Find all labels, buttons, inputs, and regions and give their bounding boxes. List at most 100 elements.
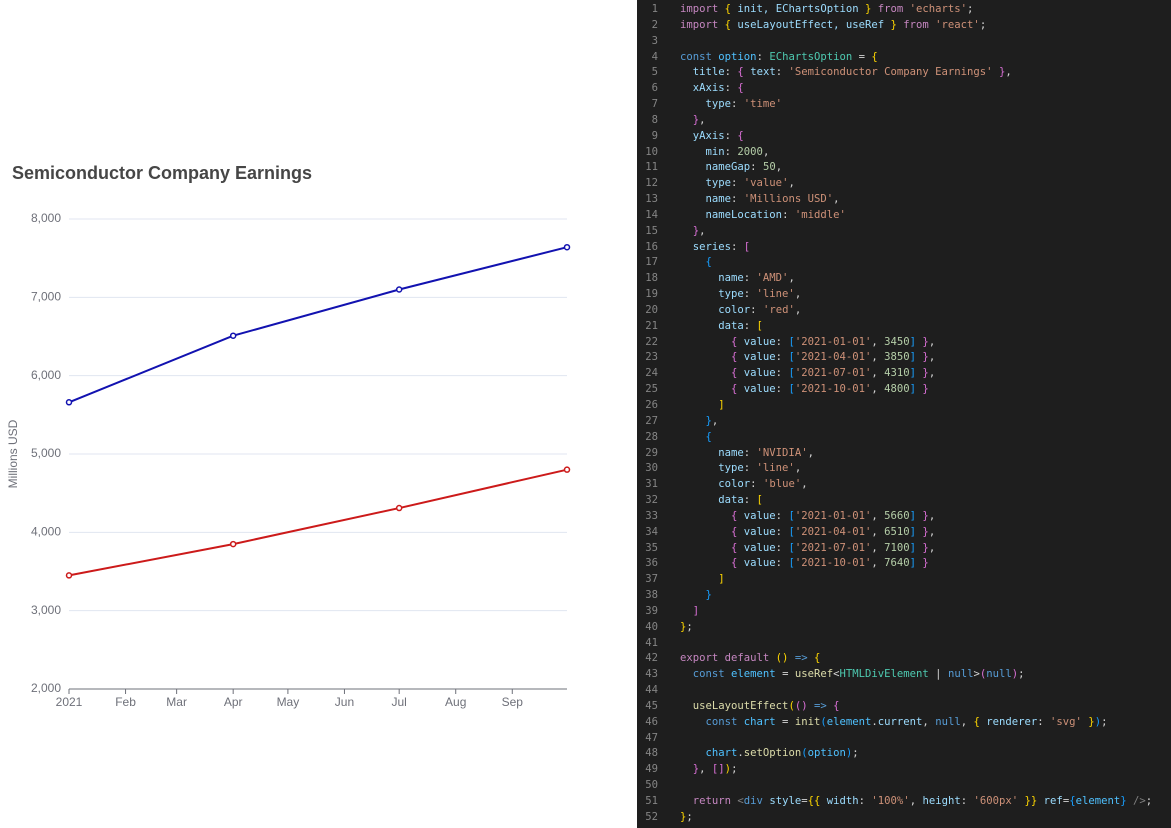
code-token: : xyxy=(724,82,738,95)
code-token: data xyxy=(680,494,744,507)
code-text: const element = useRef<HTMLDivElement | … xyxy=(680,667,1025,683)
code-token: { xyxy=(737,66,744,79)
code-token: } xyxy=(916,541,929,554)
code-text: color: 'blue', xyxy=(680,477,808,493)
code-token: : xyxy=(775,66,789,79)
code-text: { value: ['2021-07-01', 4310] }, xyxy=(680,366,935,382)
line-number: 7 xyxy=(651,98,658,111)
code-line: 10 min: 2000, xyxy=(637,145,1171,161)
code-text: type: 'time' xyxy=(680,97,783,113)
code-line: 49 }, []); xyxy=(637,762,1171,778)
code-token: ] xyxy=(680,399,725,411)
code-token: name xyxy=(680,446,744,459)
code-token: ] xyxy=(909,335,917,348)
y-tick-label: 3,000 xyxy=(31,603,61,617)
code-token: 'Semiconductor Company Earnings' xyxy=(788,66,993,79)
line-number: 52 xyxy=(645,810,658,823)
line-number: 22 xyxy=(645,335,658,348)
code-token: { xyxy=(680,525,744,538)
code-token: } xyxy=(916,525,929,538)
code-token: 3850 xyxy=(884,351,910,364)
line-number: 9 xyxy=(651,129,658,142)
code-token: 'react' xyxy=(935,18,980,31)
code-line: 38 } xyxy=(637,588,1171,604)
code-token: 'line' xyxy=(756,288,795,301)
code-token: : xyxy=(743,288,757,301)
code-text: name: 'AMD', xyxy=(680,271,795,287)
code-token: , xyxy=(871,557,885,570)
code-text: data: [ xyxy=(680,493,763,509)
code-token: '2021-04-01' xyxy=(794,351,872,364)
code-line: 32 data: [ xyxy=(637,493,1171,509)
line-number: 43 xyxy=(645,668,658,681)
data-point xyxy=(65,399,73,406)
code-token: const xyxy=(680,50,719,63)
code-line: 23 { value: ['2021-04-01', 3850] }, xyxy=(637,350,1171,366)
code-token: [ xyxy=(788,383,795,396)
code-text: yAxis: { xyxy=(680,129,744,145)
code-token: : xyxy=(731,240,744,253)
code-text: { value: ['2021-10-01', 4800] } xyxy=(680,382,929,398)
code-token: } xyxy=(680,113,700,126)
code-token: => xyxy=(807,699,834,712)
line-number: 20 xyxy=(645,303,658,316)
chart-title: Semiconductor Company Earnings xyxy=(12,163,312,183)
code-line: 25 { value: ['2021-10-01', 4800] } xyxy=(637,382,1171,398)
line-number: 4 xyxy=(651,50,658,63)
code-token: value xyxy=(743,557,776,570)
code-token: ] xyxy=(680,573,725,586)
y-tick-label: 8,000 xyxy=(31,211,61,225)
code-token: , xyxy=(801,478,808,491)
code-token: 'Millions USD' xyxy=(743,193,834,206)
code-text: nameLocation: 'middle' xyxy=(680,208,846,224)
code-line: 48 chart.setOption(option); xyxy=(637,746,1171,762)
code-token: { xyxy=(724,18,732,31)
code-text: { value: ['2021-07-01', 7100] }, xyxy=(680,541,935,557)
code-token: } xyxy=(916,557,929,570)
code-token: , xyxy=(928,335,936,348)
code-text: { value: ['2021-10-01', 7640] } xyxy=(680,556,929,572)
code-token: [ xyxy=(788,541,795,554)
code-token: { xyxy=(973,715,980,728)
line-number: 5 xyxy=(651,66,658,79)
code-token: = xyxy=(852,50,872,63)
line-number: 49 xyxy=(645,763,658,776)
code-line: 21 data: [ xyxy=(637,319,1171,335)
code-token: 7640 xyxy=(884,557,910,570)
code-text: }, xyxy=(680,414,719,430)
code-token: '2021-07-01' xyxy=(794,541,872,554)
code-line: 11 nameGap: 50, xyxy=(637,160,1171,176)
code-token: ; xyxy=(967,3,974,15)
code-token: { xyxy=(1069,795,1076,807)
y-tick-label: 4,000 xyxy=(31,525,61,539)
code-token: '2021-04-01' xyxy=(794,525,872,538)
code-token: { xyxy=(680,557,744,570)
code-token: null xyxy=(935,715,961,728)
code-editor: 1 import { init, EChartsOption } from 'ec… xyxy=(637,0,1171,828)
code-token: : xyxy=(743,272,757,285)
code-token: ( xyxy=(979,668,987,681)
code-line: 8 }, xyxy=(637,113,1171,129)
code-line: 19 type: 'line', xyxy=(637,287,1171,303)
line-number: 46 xyxy=(645,715,658,728)
data-point xyxy=(229,540,237,548)
code-token: null xyxy=(986,668,1012,681)
code-token: import xyxy=(680,18,725,31)
code-token: useRef xyxy=(794,668,834,681)
code-token: value xyxy=(743,525,776,538)
code-token: , xyxy=(928,367,936,380)
code-token: useLayoutEffect, useRef xyxy=(731,18,891,31)
y-axis-label: Millions USD xyxy=(6,419,20,488)
code-token: : xyxy=(750,161,763,174)
line-number: 28 xyxy=(645,430,658,443)
code-token: ; xyxy=(852,747,859,760)
code-token: 'NVIDIA' xyxy=(756,446,808,459)
code-line: 50 xyxy=(637,778,1171,794)
code-token: renderer xyxy=(979,715,1038,728)
code-line: 4 const option: EChartsOption = { xyxy=(637,50,1171,66)
code-token: ) xyxy=(1094,715,1102,728)
data-point xyxy=(229,332,237,339)
code-line: 51 return <div style={{ width: '100%', h… xyxy=(637,794,1171,810)
code-token: , xyxy=(788,177,795,190)
code-token: [ xyxy=(788,509,795,522)
